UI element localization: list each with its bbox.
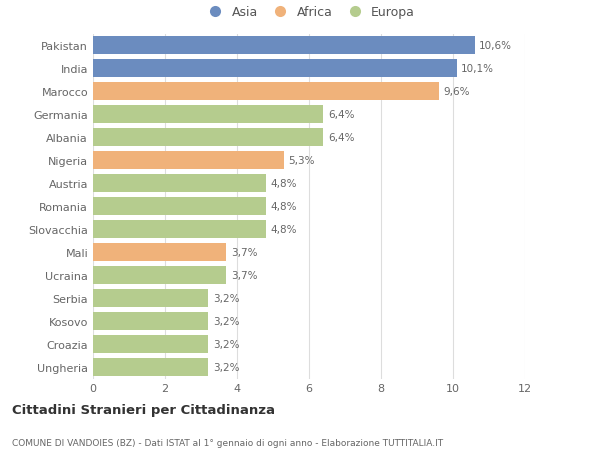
Bar (93, 313, 208, 330)
Bar (93, 37, 475, 55)
Text: 3,7%: 3,7% (231, 247, 257, 257)
Text: 3,2%: 3,2% (213, 293, 239, 303)
Text: 4,8%: 4,8% (271, 202, 297, 212)
Bar (93, 106, 323, 123)
Text: 3,2%: 3,2% (213, 339, 239, 349)
Text: 5,3%: 5,3% (289, 156, 315, 166)
Bar (93, 358, 208, 376)
Legend: Asia, Africa, Europa: Asia, Africa, Europa (203, 6, 415, 19)
Bar (93, 83, 439, 101)
Bar (93, 267, 226, 284)
Bar (93, 221, 266, 238)
Text: Cittadini Stranieri per Cittadinanza: Cittadini Stranieri per Cittadinanza (12, 403, 275, 416)
Bar (93, 198, 266, 215)
Text: 6,4%: 6,4% (328, 133, 355, 143)
Bar (93, 60, 457, 78)
Text: 9,6%: 9,6% (443, 87, 470, 97)
Text: 4,8%: 4,8% (271, 224, 297, 235)
Bar (93, 336, 208, 353)
Bar (93, 129, 323, 146)
Text: 10,1%: 10,1% (461, 64, 494, 74)
Bar (93, 175, 266, 192)
Bar (93, 290, 208, 307)
Bar (93, 152, 284, 169)
Text: 3,2%: 3,2% (213, 362, 239, 372)
Bar (93, 244, 226, 261)
Text: 3,2%: 3,2% (213, 316, 239, 326)
Text: COMUNE DI VANDOIES (BZ) - Dati ISTAT al 1° gennaio di ogni anno - Elaborazione T: COMUNE DI VANDOIES (BZ) - Dati ISTAT al … (12, 438, 443, 447)
Text: 6,4%: 6,4% (328, 110, 355, 120)
Text: 3,7%: 3,7% (231, 270, 257, 280)
Text: 10,6%: 10,6% (479, 41, 512, 51)
Text: 4,8%: 4,8% (271, 179, 297, 189)
